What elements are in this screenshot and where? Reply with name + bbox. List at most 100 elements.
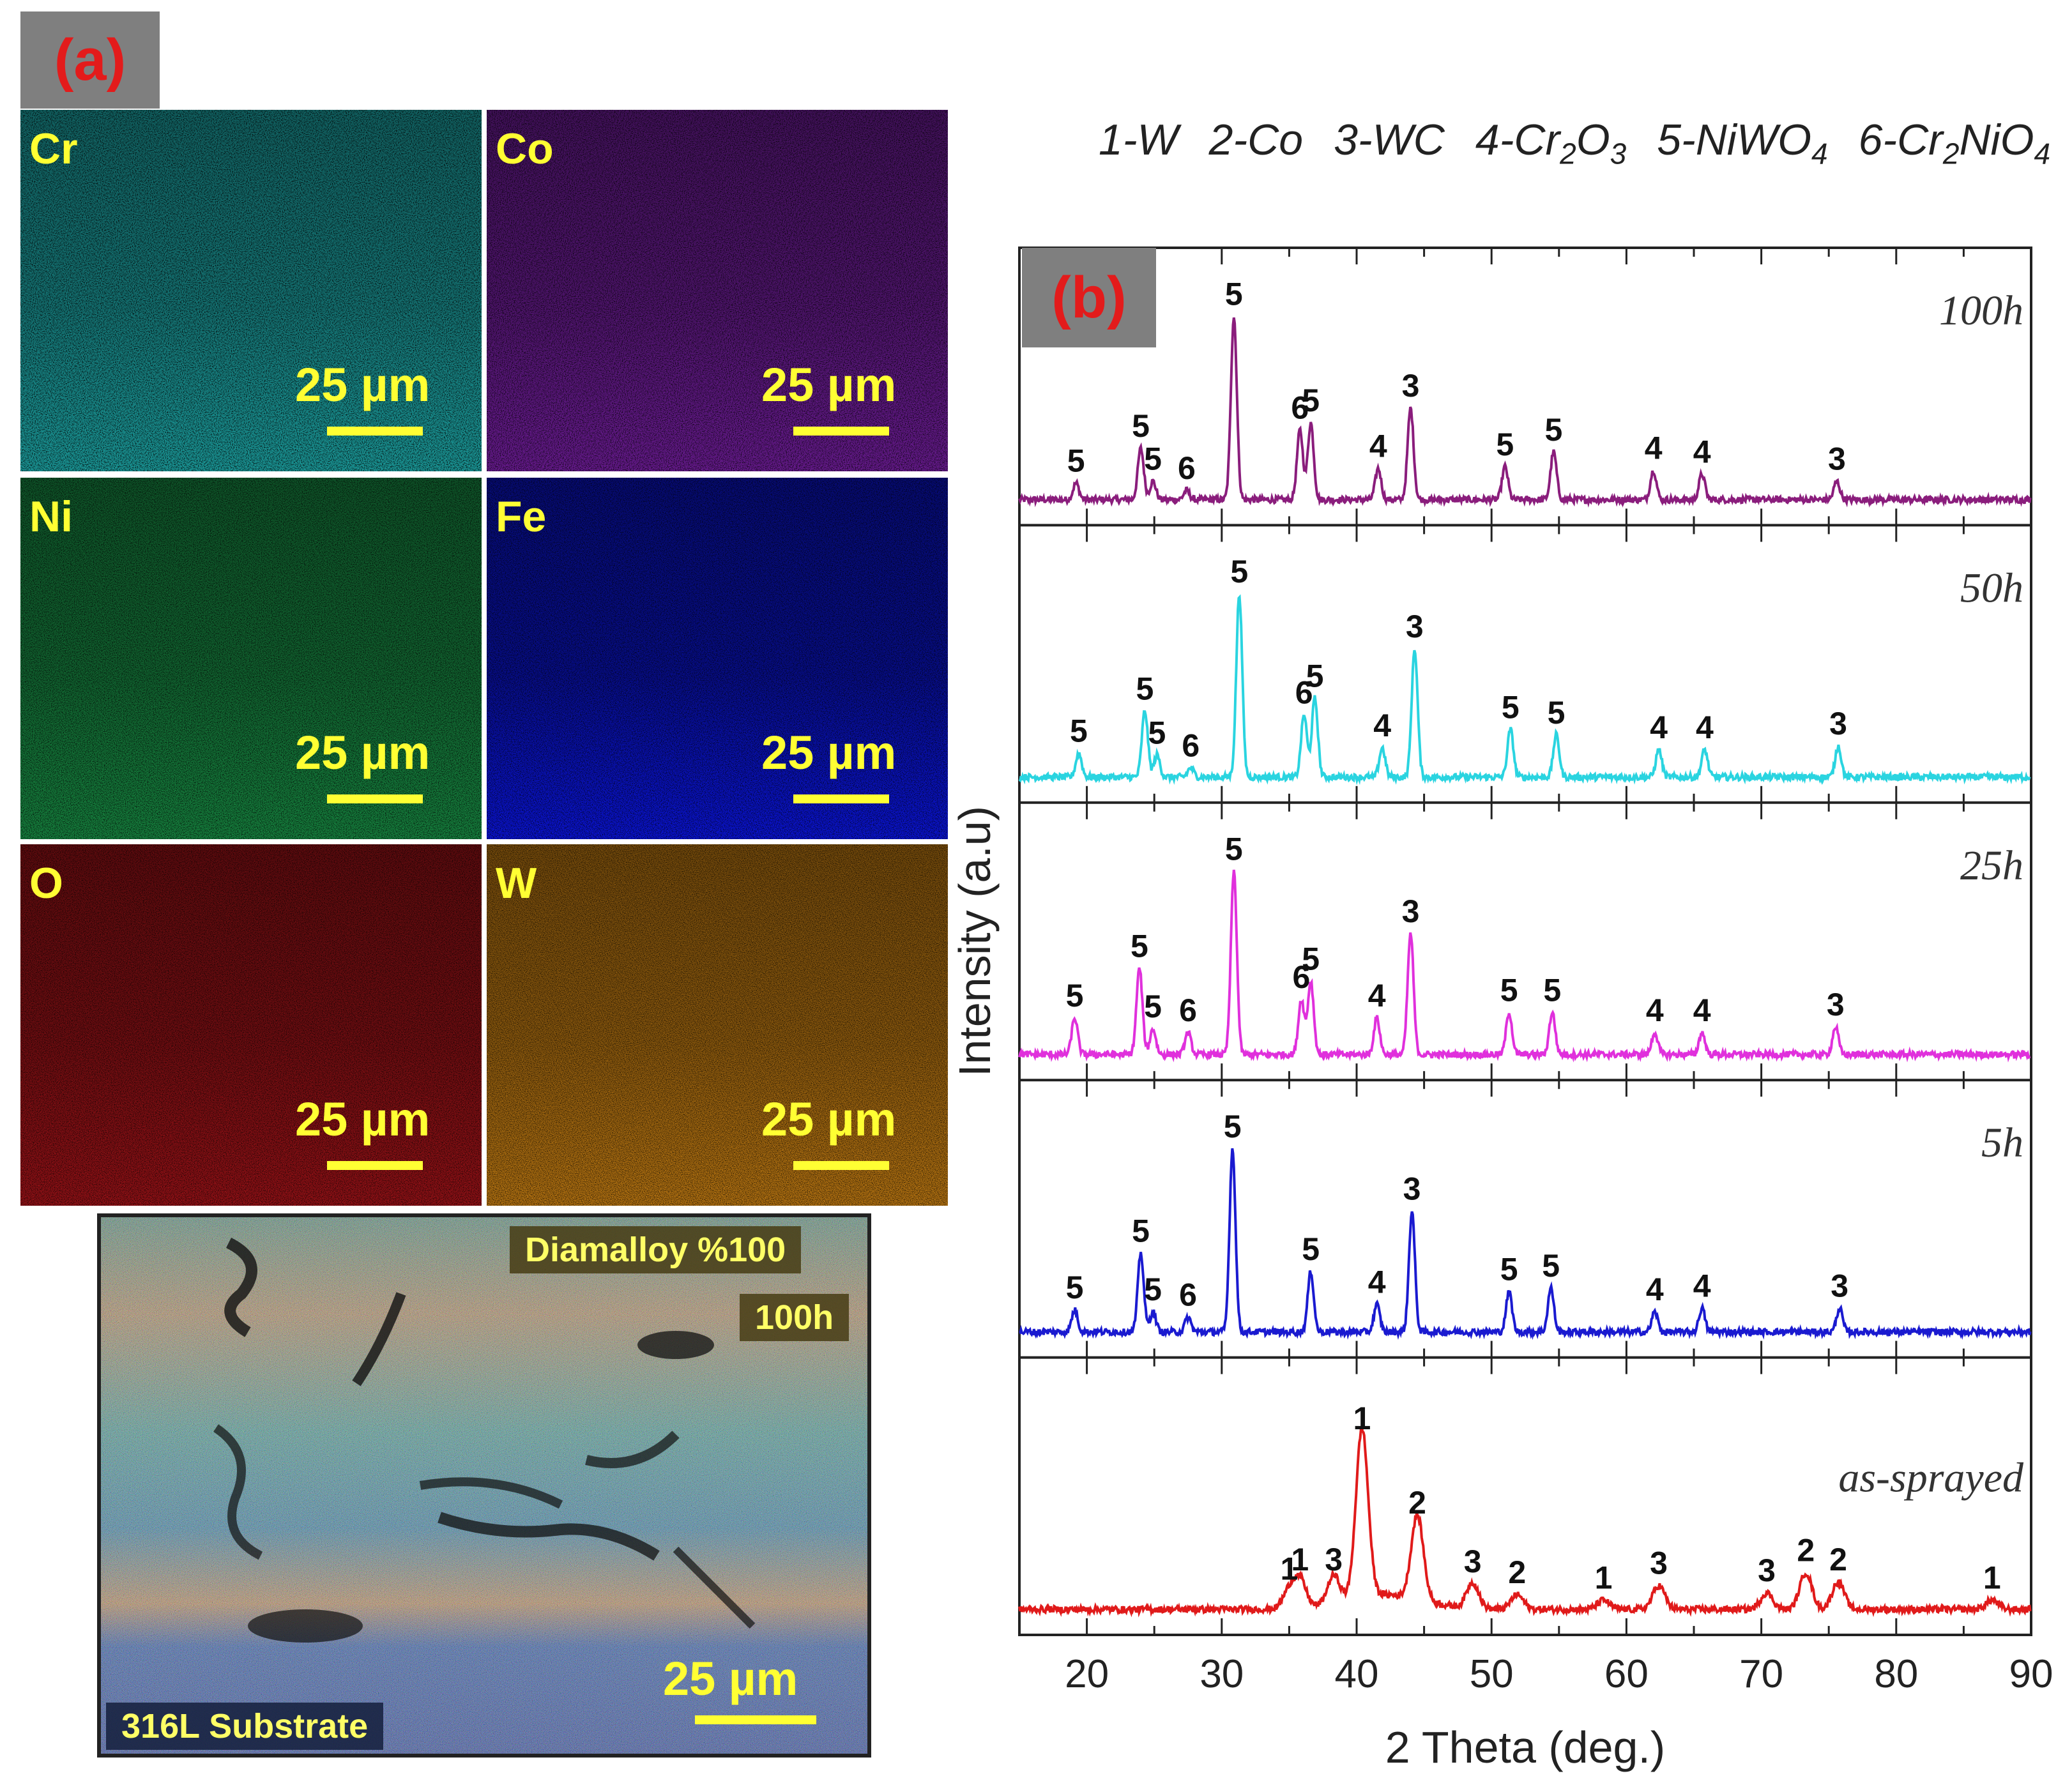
legend-item: 3-WC xyxy=(1334,116,1445,164)
peak-label: 4 xyxy=(1693,434,1711,469)
peak-label: 5 xyxy=(1500,972,1518,1008)
legend-sub: 2 xyxy=(1942,137,1960,171)
map-ni: Ni 25 µm xyxy=(20,478,482,839)
panel-b-badge: (b) xyxy=(1022,248,1156,347)
legend-phase2: NiO xyxy=(1959,116,2034,164)
peak-label: 5 xyxy=(1548,695,1565,731)
map-scale-bar xyxy=(327,1161,423,1170)
map-scale-bar xyxy=(793,427,889,436)
phase-legend: 1-W 2-Co 3-WC 4-Cr2O3 5-NiWO4 6-Cr2NiO4 xyxy=(1099,115,2050,171)
legend-sub: 2 xyxy=(1560,137,1576,171)
map-scale-label: 25 µm xyxy=(761,726,897,779)
series-name: 5h xyxy=(1981,1120,2023,1166)
peak-label: 2 xyxy=(1829,1542,1847,1577)
peak-label: 5 xyxy=(1067,443,1085,479)
x-tick-label: 70 xyxy=(1739,1652,1783,1696)
peak-label: 3 xyxy=(1402,893,1420,929)
peak-label: 5 xyxy=(1224,1109,1242,1144)
peak-label: 6 xyxy=(1295,674,1313,710)
peak-label: 4 xyxy=(1369,429,1387,464)
map-element-label: Fe xyxy=(496,492,547,541)
peak-label: 5 xyxy=(1225,277,1243,312)
legend-num: 5 xyxy=(1657,116,1682,164)
map-scale-label: 25 µm xyxy=(761,1093,897,1146)
series-name: 25h xyxy=(1960,842,2023,889)
series-line-50h xyxy=(1018,594,2031,786)
peak-label: 2 xyxy=(1508,1554,1526,1590)
x-axis-label: 2 Theta (deg.) xyxy=(1385,1722,1665,1772)
panel-a-badge: (a) xyxy=(20,11,160,109)
legend-phase2: O xyxy=(1576,116,1610,164)
map-scale-bar xyxy=(793,1161,889,1170)
peak-label: 5 xyxy=(1302,383,1320,418)
series-name: 50h xyxy=(1960,565,2023,611)
peak-label: 1 xyxy=(1280,1551,1298,1586)
x-tick-label: 30 xyxy=(1200,1652,1244,1696)
peak-label: 4 xyxy=(1645,430,1663,466)
legend-num: 2 xyxy=(1208,116,1233,164)
map-scale-label: 25 µm xyxy=(761,358,897,411)
legend-sub2: 4 xyxy=(2034,137,2051,171)
peak-label: 5 xyxy=(1543,972,1561,1008)
legend-item: 5-NiWO4 xyxy=(1657,116,1828,171)
map-element-label: Co xyxy=(496,125,554,173)
map-cr: Cr 25 µm xyxy=(20,110,482,471)
peak-label: 5 xyxy=(1132,408,1150,444)
map-scale-label: 25 µm xyxy=(295,726,430,779)
peak-label: 1 xyxy=(1353,1401,1371,1436)
peak-label: 4 xyxy=(1646,1272,1664,1307)
legend-num: 3 xyxy=(1334,116,1358,164)
series-line-as-sprayed xyxy=(1018,1424,2032,1618)
peak-label: 6 xyxy=(1182,727,1200,763)
peak-label: 4 xyxy=(1693,1268,1711,1303)
series-line-5h xyxy=(1019,1148,2032,1340)
map-scale-bar xyxy=(327,794,423,803)
peak-label: 6 xyxy=(1293,959,1311,995)
x-tick-label: 20 xyxy=(1065,1652,1109,1696)
peak-label: 3 xyxy=(1325,1542,1343,1577)
peak-label: 5 xyxy=(1302,941,1320,977)
map-scale-bar xyxy=(327,427,423,436)
legend-phase: NiWO xyxy=(1695,116,1811,164)
composite-tag-coating: Diamalloy %100 xyxy=(510,1226,802,1273)
legend-sub: 4 xyxy=(1811,137,1828,171)
map-scale-bar xyxy=(793,794,889,803)
map-o: O 25 µm xyxy=(20,844,482,1206)
series-line-100h xyxy=(1018,317,2032,508)
peak-label: 3 xyxy=(1828,441,1846,477)
legend-item: 4-Cr2O3 xyxy=(1475,116,1627,171)
series-line-25h xyxy=(1018,869,2031,1063)
peak-label: 3 xyxy=(1831,1268,1848,1303)
peak-label: 4 xyxy=(1646,992,1664,1028)
peak-label: 5 xyxy=(1144,1272,1162,1307)
peak-label: 6 xyxy=(1179,1277,1197,1313)
legend-phase: Cr xyxy=(1897,116,1943,164)
peak-label: 3 xyxy=(1403,1171,1421,1206)
legend-item: 1-W xyxy=(1099,116,1178,164)
x-tick-label: 40 xyxy=(1335,1652,1379,1696)
legend-phase: W xyxy=(1137,116,1178,164)
peak-label: 6 xyxy=(1178,450,1196,486)
peak-label: 2 xyxy=(1797,1533,1815,1568)
legend-item: 2-Co xyxy=(1208,116,1304,164)
peak-label: 5 xyxy=(1302,1231,1320,1267)
peak-label: 4 xyxy=(1693,992,1711,1028)
peak-label: 5 xyxy=(1070,713,1088,749)
x-tick-label: 80 xyxy=(1874,1652,1918,1696)
peak-label: 5 xyxy=(1136,671,1154,707)
map-scale-label: 25 µm xyxy=(295,358,430,411)
peak-label: 3 xyxy=(1827,987,1845,1022)
peak-label: 6 xyxy=(1179,992,1197,1028)
peak-label: 5 xyxy=(1144,441,1162,477)
legend-item: 6-Cr2NiO4 xyxy=(1858,116,2051,171)
map-scale-label: 25 µm xyxy=(295,1093,430,1146)
map-co: Co 25 µm xyxy=(487,110,948,471)
x-tick-label: 50 xyxy=(1470,1652,1514,1696)
map-w: W 25 µm xyxy=(487,844,948,1206)
peak-label: 3 xyxy=(1650,1545,1668,1581)
series-name: 100h xyxy=(1939,287,2023,334)
peak-label: 3 xyxy=(1402,368,1420,404)
map-element-label: Ni xyxy=(29,492,73,541)
x-tick-label: 60 xyxy=(1604,1652,1649,1696)
map-fe: Fe 25 µm xyxy=(487,478,948,839)
